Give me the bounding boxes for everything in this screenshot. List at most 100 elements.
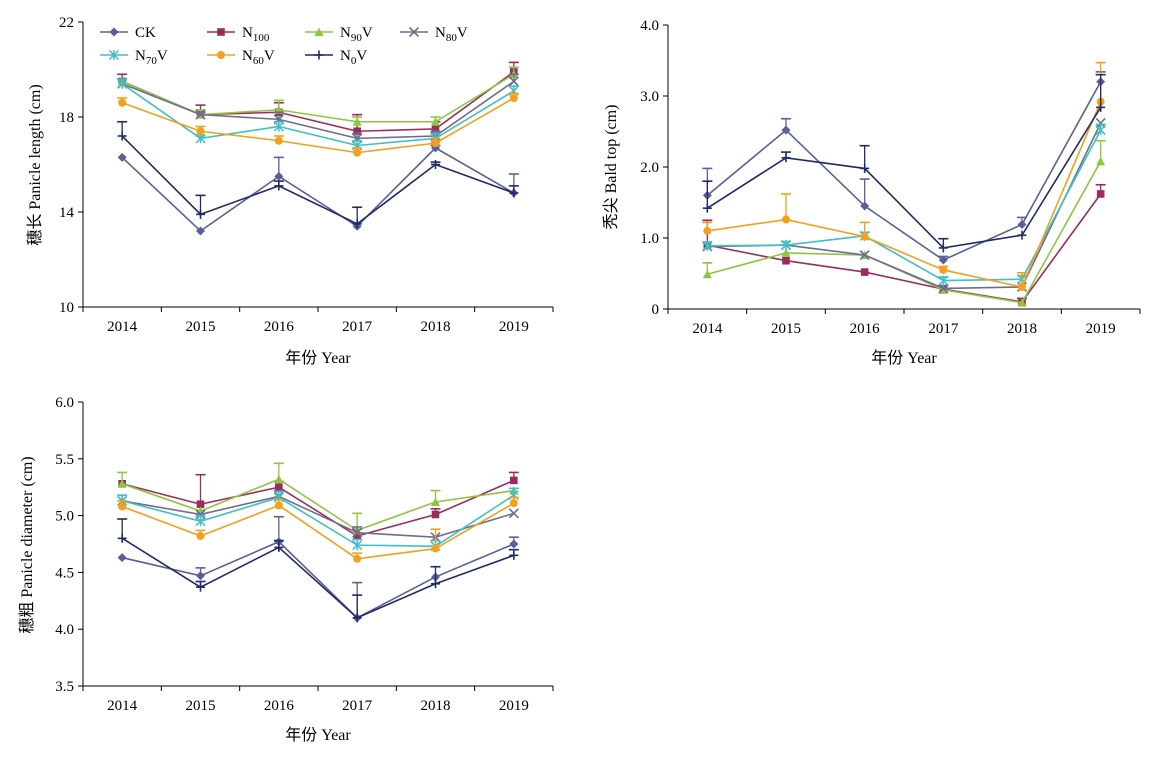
data-point — [860, 163, 870, 173]
x-axis-title: 年份 Year — [285, 726, 351, 744]
data-point — [274, 501, 283, 510]
legend-swatch-marker — [109, 27, 119, 37]
data-point — [860, 201, 870, 211]
data-point — [196, 209, 205, 219]
y-tick-label: 10 — [59, 300, 74, 316]
data-point — [117, 131, 127, 141]
x-axis-title: 年份 Year — [871, 349, 937, 367]
data-point — [509, 188, 519, 198]
data-point — [1095, 125, 1106, 136]
legend-swatch-marker — [217, 28, 225, 36]
legend-label: N60V — [242, 48, 275, 67]
y-tick-label: 6.0 — [55, 395, 74, 411]
chart-bald-top: 0 1.0 2.0 3.0 4.0 2014 2015 2016 2017 2018 2019 年份… — [602, 18, 1141, 367]
x-tick-label: 2019 — [1086, 321, 1116, 337]
data-point — [702, 203, 712, 213]
legend-item-CK: CK — [100, 25, 156, 41]
data-point — [117, 152, 127, 162]
plot-area — [117, 462, 519, 623]
chart-panicle-diameter: 3.5 4.0 4.5 5.0 5.5 6.0 2014 2015 2016 2017 2018 20… — [18, 395, 554, 744]
data-point — [780, 240, 792, 251]
x-tick-label: 2017 — [342, 698, 373, 714]
x-tick-label: 2014 — [107, 319, 138, 335]
series-line — [121, 537, 515, 619]
data-point — [431, 160, 440, 169]
legend-swatch-marker — [408, 26, 420, 38]
data-point — [1095, 117, 1106, 129]
data-point — [431, 125, 440, 133]
series-N60V — [117, 496, 519, 563]
data-point — [195, 516, 206, 527]
legend-swatch-marker — [314, 27, 324, 36]
data-point — [782, 256, 790, 265]
series-line — [121, 540, 515, 619]
y-tick-label: 22 — [59, 15, 74, 31]
series-line — [121, 80, 515, 140]
legend-label: N90V — [340, 25, 373, 44]
data-point — [352, 613, 362, 623]
data-point — [352, 527, 363, 538]
data-point — [702, 269, 712, 279]
data-point — [274, 171, 284, 181]
x-tick-label: 2014 — [107, 698, 138, 714]
y-tick-label: 18 — [59, 110, 74, 126]
data-point — [196, 532, 205, 541]
series-N80V — [702, 117, 1106, 294]
y-axis-title: 穗长 Panicle length (cm) — [26, 84, 44, 245]
data-point — [118, 98, 127, 107]
data-point — [431, 117, 440, 126]
data-point — [509, 550, 519, 560]
x-tick-label: 2015 — [186, 698, 216, 714]
series-line — [121, 478, 514, 532]
y-axis-title: 穗粗 Panicle diameter (cm) — [18, 456, 36, 633]
legend-item-N0V: N0V — [305, 48, 367, 67]
series-line — [121, 97, 515, 154]
data-point — [352, 117, 362, 126]
data-point — [860, 268, 869, 276]
y-tick-label: 1.0 — [640, 231, 659, 247]
data-point — [1017, 220, 1027, 230]
x-tick-label: 2017 — [928, 321, 959, 337]
data-point — [782, 215, 790, 224]
data-point — [1096, 102, 1106, 112]
data-point — [273, 121, 284, 132]
legend-label: N80V — [435, 25, 468, 44]
series-line — [121, 502, 515, 560]
series-line — [122, 495, 515, 538]
data-point — [274, 181, 284, 191]
data-point — [117, 553, 127, 563]
plot-area — [117, 61, 519, 236]
x-tick-label: 2019 — [499, 319, 529, 335]
x-tick-label: 2016 — [264, 319, 295, 335]
legend-item-N100: N100 — [207, 25, 270, 44]
data-point — [938, 255, 948, 265]
x-tick-label: 2016 — [264, 698, 295, 714]
data-point — [352, 219, 362, 229]
legend-item-N70V: N70V — [100, 48, 168, 67]
x-tick-label: 2018 — [421, 319, 451, 335]
y-tick-label: 4.0 — [55, 622, 74, 638]
series-N60V — [117, 92, 519, 157]
legend-item-N90V: N90V — [305, 25, 373, 44]
x-tick-label: 2019 — [499, 698, 529, 714]
data-point — [353, 554, 362, 563]
data-point — [352, 540, 363, 551]
y-tick-label: 5.0 — [55, 509, 74, 525]
series-line — [707, 122, 1102, 290]
data-point — [859, 249, 870, 261]
y-tick-label: 5.5 — [55, 452, 74, 468]
data-point — [274, 542, 284, 552]
x-tick-label: 2018 — [421, 698, 451, 714]
series-line — [707, 101, 1102, 288]
data-point — [195, 109, 206, 120]
data-point — [508, 508, 519, 519]
series-line — [121, 135, 515, 225]
x-tick-label: 2016 — [850, 321, 881, 337]
series-N0V — [117, 120, 519, 229]
y-tick-label: 3.0 — [640, 89, 659, 105]
data-point — [702, 240, 713, 251]
data-point — [1017, 230, 1027, 240]
data-point — [781, 125, 791, 135]
data-point — [781, 153, 791, 163]
data-point — [196, 127, 205, 136]
